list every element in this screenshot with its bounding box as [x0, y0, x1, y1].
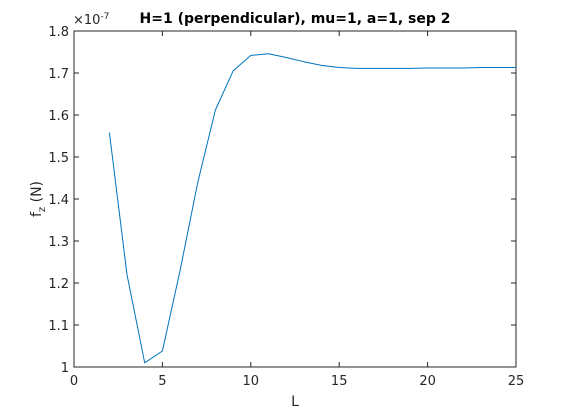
exponent-power: -7 [100, 12, 109, 22]
x-tick-label: 20 [419, 374, 436, 389]
exponent-base: ×10 [73, 13, 100, 28]
y-tick-label: 1.3 [48, 235, 69, 250]
plot-area [74, 31, 516, 367]
y-label-unit: (N) [29, 181, 45, 207]
y-tick-label: 1.2 [48, 277, 69, 292]
chart-title: H=1 (perpendicular), mu=1, a=1, sep 2 [140, 11, 451, 27]
x-tick-label: 15 [331, 374, 348, 389]
y-tick-label: 1.1 [48, 319, 69, 334]
x-tick-label: 25 [508, 374, 525, 389]
x-tick-label: 10 [243, 374, 260, 389]
y-tick-label: 1.8 [48, 25, 69, 40]
y-tick-label: 1.5 [48, 151, 69, 166]
x-axis-label: L [291, 394, 299, 410]
y-tick-label: 1.4 [48, 193, 69, 208]
y-tick-label: 1.7 [48, 67, 69, 82]
y-tick-label: 1.6 [48, 109, 69, 124]
x-tick-label: 0 [70, 374, 78, 389]
x-tick-label: 5 [158, 374, 166, 389]
y-tick-label: 1 [61, 361, 69, 376]
